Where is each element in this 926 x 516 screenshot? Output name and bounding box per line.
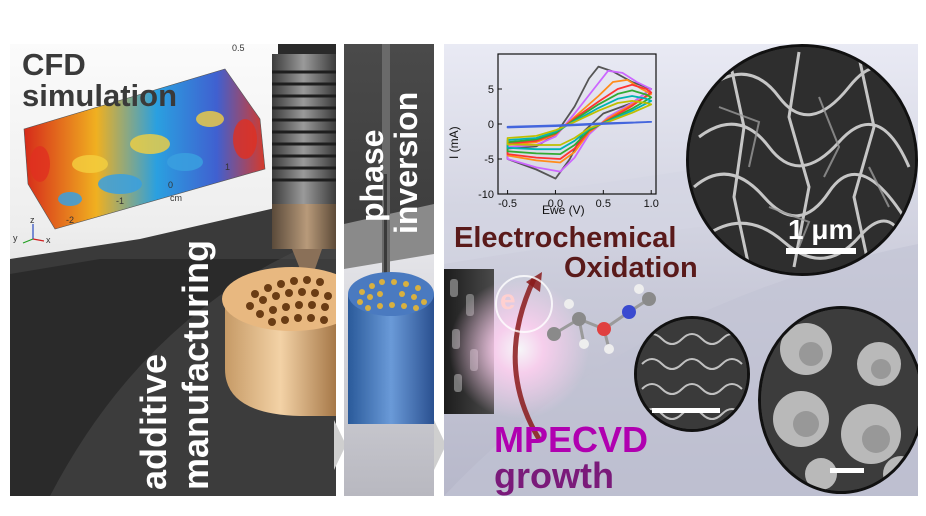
blue-scaffold-disk — [348, 272, 434, 424]
cfd-title-line2: simulation — [22, 78, 178, 113]
cv-xtick-label: 0.5 — [596, 198, 611, 210]
axis-y-label: y — [13, 233, 18, 243]
cv-xtick-label: -0.5 — [498, 198, 517, 210]
cfd-tick-cm: cm — [170, 193, 182, 203]
cv-ytick-label: -10 — [478, 189, 494, 201]
sem-image-large — [686, 44, 918, 276]
cfd-tick-1: 1 — [225, 162, 231, 172]
arrow-chevron-1 — [334, 420, 346, 470]
sem-image-small — [634, 316, 750, 432]
scale-bar-medium — [830, 468, 864, 473]
molecule-model — [547, 284, 656, 354]
scale-bar-small — [652, 408, 720, 413]
cv-xlabel: Ewe (V) — [542, 203, 585, 217]
phase-label: phase — [354, 129, 390, 222]
cv-ytick-label: -5 — [484, 154, 494, 166]
phase-inversion-panel: phase inversion — [344, 44, 434, 496]
electrochemical-label: Electrochemical — [454, 222, 677, 254]
cfd-title-line1: CFD — [22, 47, 86, 82]
cv-xtick-label: 0.0 — [548, 198, 563, 210]
additive-manufacturing-illustration — [10, 44, 336, 496]
additive-manufacturing-panel: CFD simulation 0.5 1 0 -1 cm -2 y z x ad… — [10, 44, 336, 496]
cv-series — [506, 65, 653, 180]
cfd-tick-0: 0 — [168, 180, 174, 190]
inversion-label: inversion — [388, 91, 424, 234]
sem-image-medium — [758, 306, 918, 494]
scale-bar-label: 1 μm — [788, 214, 854, 245]
cfd-tick-neg1: -1 — [116, 196, 125, 206]
sem-texture-large — [689, 47, 915, 273]
electrochemical-panel: -0.5 0.0 0.5 1.0 -10 -5 0 5 Ewe (V) I (mA) Elec… — [444, 44, 918, 496]
cfd-tick-top: 0.5 — [232, 44, 245, 53]
axis-x-label: x — [46, 235, 51, 245]
cv-ytick-label: 0 — [488, 119, 494, 131]
additive-label: additive — [133, 353, 174, 490]
cv-series-line-8 — [506, 121, 653, 129]
phase-inversion-illustration — [344, 44, 434, 496]
growth-label: growth — [494, 455, 614, 496]
mpecvd-label: MPECVD — [494, 419, 649, 460]
cfd-tick-neg2: -2 — [66, 215, 75, 225]
oxidation-label: Oxidation — [564, 252, 698, 284]
scale-bar-large — [786, 248, 856, 254]
cv-ytick-label: 5 — [488, 84, 494, 96]
electron-label: e — [500, 284, 516, 315]
cv-xtick-label: 1.0 — [644, 198, 659, 210]
extruder-nozzle — [272, 54, 336, 269]
manufacturing-label: manufacturing — [175, 239, 216, 490]
cv-ylabel: I (mA) — [447, 126, 461, 159]
cv-series-line-2 — [506, 69, 653, 173]
sem-texture-medium — [761, 309, 918, 491]
cv-axes: -0.5 0.0 0.5 1.0 -10 -5 0 5 — [478, 53, 659, 210]
arrow-chevron-2 — [434, 420, 446, 470]
axis-z-label: z — [30, 215, 35, 225]
cv-chart: -0.5 0.0 0.5 1.0 -10 -5 0 5 — [478, 53, 659, 210]
printed-scaffold-disk — [222, 267, 336, 416]
